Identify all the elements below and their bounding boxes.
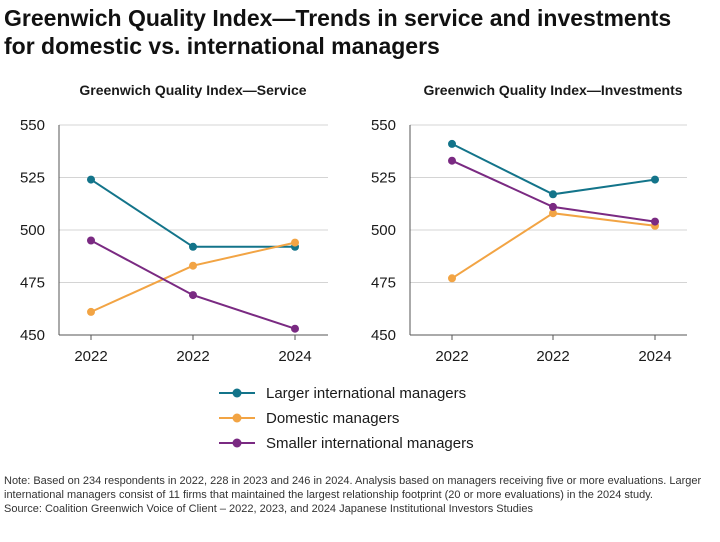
service-point-larger-1: [189, 242, 197, 251]
investments-point-smaller-1: [549, 202, 557, 211]
service-point-smaller-1: [189, 291, 197, 300]
investments-x-tick-label-1: 2022: [536, 348, 569, 365]
legend-marker-smaller: [232, 438, 242, 448]
investments-point-smaller-2: [651, 217, 659, 226]
service-y-tick-label-550: 550: [20, 117, 45, 134]
investments-y-tick-label-475: 475: [371, 275, 396, 292]
chart-title-line-2: for domestic vs. international managers: [4, 33, 440, 59]
legend-label-larger: Larger international managers: [266, 385, 466, 402]
chart-title: Greenwich Quality Index—Trends in servic…: [4, 4, 716, 60]
service-x-tick-label-0: 2022: [74, 348, 107, 365]
investments-x-tick-label-2: 2024: [638, 348, 671, 365]
investments-panel-title: Greenwich Quality Index—Investments: [423, 82, 682, 98]
investments-point-domestic-0: [448, 274, 456, 283]
investments-y-tick-label-450: 450: [371, 327, 396, 344]
source-text: Source: Coalition Greenwich Voice of Cli…: [4, 503, 533, 515]
service-point-domestic-1: [189, 261, 197, 270]
investments-y-tick-label-500: 500: [371, 222, 396, 239]
service-y-tick-label-500: 500: [20, 222, 45, 239]
service-point-smaller-2: [291, 324, 299, 333]
investments-y-tick-label-525: 525: [371, 170, 396, 187]
service-series-line-domestic: [90, 241, 296, 313]
investments-point-larger-1: [549, 190, 557, 199]
footnotes: Note: Based on 234 respondents in 2022, …: [4, 474, 716, 516]
investments-point-larger-2: [651, 175, 659, 184]
service-series-line-larger: [90, 178, 295, 248]
legend-label-domestic: Domestic managers: [266, 410, 399, 427]
legend-marker-larger: [232, 388, 242, 398]
service-point-domestic-2: [291, 238, 299, 247]
service-y-tick-label-525: 525: [20, 170, 45, 187]
investments-x-tick-label-0: 2022: [435, 348, 468, 365]
service-x-tick-label-1: 2022: [176, 348, 209, 365]
investments-point-smaller-0: [448, 156, 456, 165]
charts-canvas: Greenwich Quality Index—Service 450 475 500…: [20, 82, 687, 452]
legend: Larger international managers Domestic ma…: [219, 385, 474, 452]
service-y-tick-label-475: 475: [20, 275, 45, 292]
service-panel-title: Greenwich Quality Index—Service: [79, 82, 306, 98]
investments-series-line-larger: [451, 143, 656, 196]
chart-title-line-1: Greenwich Quality Index—Trends in servic…: [4, 5, 672, 31]
legend-marker-domestic: [232, 413, 242, 423]
investments-y-tick-label-550: 550: [371, 117, 396, 134]
service-point-larger-0: [87, 175, 95, 184]
investments-point-larger-0: [448, 139, 456, 148]
service-point-smaller-0: [87, 236, 95, 245]
service-y-tick-label-450: 450: [20, 327, 45, 344]
note-text: Note: Based on 234 respondents in 2022, …: [4, 475, 702, 501]
investments-chart-panel: Greenwich Quality Index—Investments 450 47…: [371, 82, 687, 365]
service-series-line-smaller: [90, 239, 296, 330]
service-x-tick-label-2: 2024: [278, 348, 311, 365]
investments-series-line-domestic: [451, 212, 656, 280]
service-chart-panel: Greenwich Quality Index—Service 450 475 500…: [20, 82, 328, 365]
legend-label-smaller: Smaller international managers: [266, 435, 474, 452]
service-point-domestic-0: [87, 307, 95, 316]
investments-point-domestic-1: [549, 209, 557, 218]
